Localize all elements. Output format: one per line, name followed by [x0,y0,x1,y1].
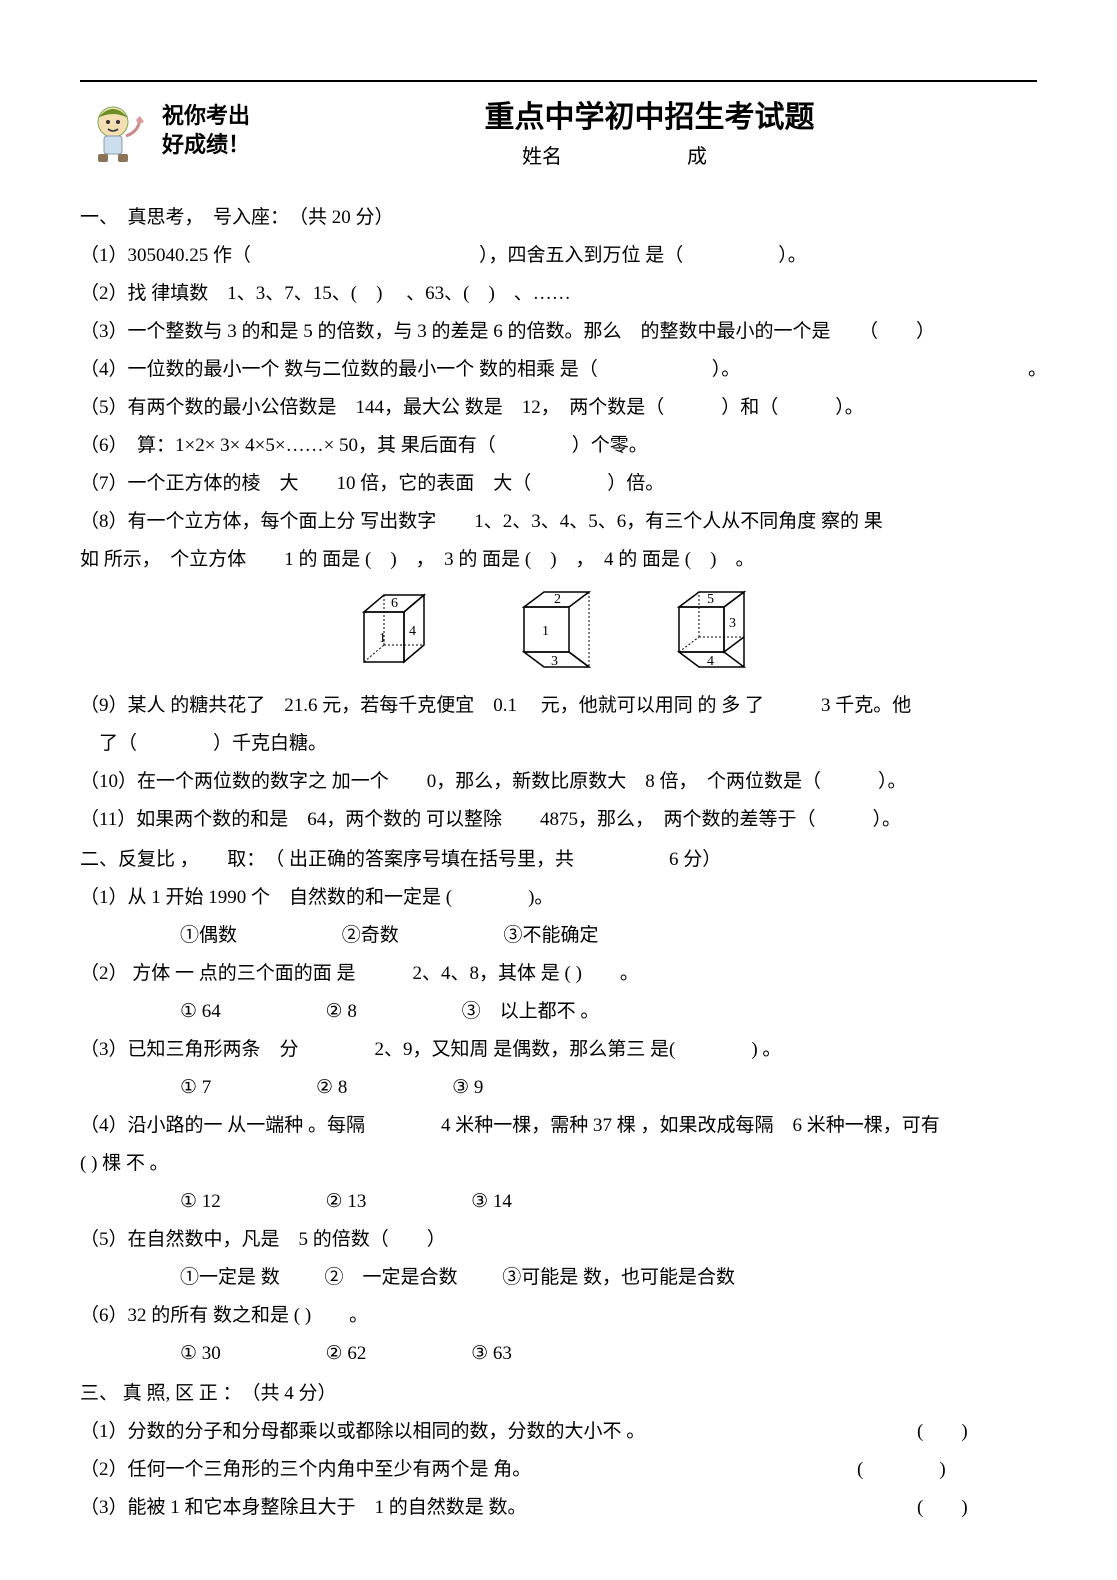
cube-c-top: 5 [707,592,714,607]
s2-q4-o2: ② 13 [326,1183,367,1221]
cube-c-bottom: 4 [707,654,714,669]
cube-a: 6 1 4 [349,587,449,677]
s2-q6-o2: ② 62 [326,1335,367,1373]
s1-q9: （9）某人 的糖共花了 21.6 元，若每千克便宜 0.1 元，他就可以用同 的… [80,687,1037,725]
s2-q4: （4）沿小路的一 从一端种 。每隔 4 米种一棵，需种 37 棵 ，如果改成每隔… [80,1107,1037,1145]
s2-q1: （1）从 1 开始 1990 个 自然数的和一定是 ( )。 [80,879,1037,917]
s1-q8b: 如 所示， 个立方体 1 的 面是 ( ) ， 3 的 面是 ( ) ， 4 的… [80,541,1037,579]
s3-q2: （2）任何一个三角形的三个内角中至少有两个是 角。 [80,1451,857,1489]
wish-line2: 好成绩！ [162,131,250,160]
cube-b-top: 2 [554,592,561,607]
s2-q3-o1: ① 7 [180,1069,211,1107]
wish-text: 祝你考出 好成绩！ [162,102,250,159]
s2-q6-o1: ① 30 [180,1335,221,1373]
s1-q3: （3）一个整数与 3 的和是 5 的倍数，与 3 的差是 6 的倍数。那么 的整… [80,321,935,342]
s2-q4-o3: ③ 14 [471,1183,512,1221]
s1-q3b: 。 [1028,351,1047,389]
s3-q3: （3）能被 1 和它本身整除且大于 1 的自然数是 数。 [80,1489,917,1527]
section-2-heading: 二、反复比 ， 取： （ 出正确的答案序号填在括号里，共 6 分） [80,841,1037,879]
cube-c: 5 3 4 [669,587,769,677]
section-3-heading: 三、 真 照, 区 正 ： （共 4 分） [80,1375,1037,1413]
s1-q11: （11）如果两个数的和是 64，两个数的 可以整除 4875，那么， 两个数的差… [80,801,1037,839]
s2-q5-o1: ①一定是 数 [180,1259,280,1297]
cube-b: 2 1 3 [509,587,609,677]
wish-line1: 祝你考出 [162,102,250,131]
s2-q5-o2: ② 一定是合数 [325,1259,458,1297]
s1-q4: （4）一位数的最小一个 数与二位数的最小一个 数的相乘 是（ ）。 [80,351,1037,389]
s2-q2: （2） 方体 一 点的三个面的面 是 2、4、8，其体 是 ( ) 。 [80,955,1037,993]
s2-q5: （5）在自然数中，凡是 5 的倍数（ ） [80,1221,1037,1259]
main-title: 重点中学初中招生考试题 [262,92,1037,136]
s2-q2-o1: ① 64 [180,993,221,1031]
s3-q2-paren: ( ) [857,1451,1037,1489]
cube-a-right: 4 [409,624,416,639]
s2-q3-o3: ③ 9 [452,1069,483,1107]
s3-q3-paren: ( ) [917,1489,1037,1527]
s2-q3: （3）已知三角形两条 分 2、9，又知周 是偶数，那么第三 是( ) 。 [80,1031,1037,1069]
cube-b-front: 1 [542,624,549,639]
cube-a-front: 1 [379,631,386,646]
s1-q6: （6） 算：1×2× 3× 4×5×……× 50，其 果后面有（ ）个零。 [80,427,1037,465]
s1-q8: （8）有一个立方体，每个面上分 写出数字 1、2、3、4、5、6，有三个人从不同… [80,503,1037,541]
s2-q4-o1: ① 12 [180,1183,221,1221]
s2-q5-o3: ③可能是 数，也可能是合数 [502,1259,735,1297]
s2-q4b: ( ) 棵 不 。 [80,1145,1037,1183]
name-label: 姓名 [522,140,562,169]
s1-q9b: 了（ ）千克白糖。 [80,725,1037,763]
s1-q5: （5）有两个数的最小公倍数是 144，最大公 数是 12， 两个数是（ ）和（ … [80,389,1037,427]
cube-a-top: 6 [391,596,398,611]
cube-c-right: 3 [729,616,736,631]
s3-q1-paren: ( ) [917,1413,1037,1451]
s1-q10: （10）在一个两位数的数字之 加一个 0，那么，新数比原数大 8 倍， 个两位数… [80,763,1037,801]
s2-q2-o3: ③ 以上都不 。 [462,993,600,1031]
cube-b-bottom: 3 [551,654,558,669]
s2-q6-o3: ③ 63 [471,1335,512,1373]
s2-q1-o3: ③不能确定 [504,917,599,955]
s1-q2: （2）找 律填数 1、3、7、15、( ) 、63、( ) 、…… [80,275,1037,313]
score-label: 成 [687,140,707,169]
cartoon-icon [80,96,150,166]
s2-q1-o1: ①偶数 [180,917,237,955]
s2-q1-o2: ②奇数 [342,917,399,955]
cubes-row: 6 1 4 2 1 3 [80,587,1037,677]
s1-q7: （7）一个正方体的棱 大 10 倍，它的表面 大（ ）倍。 [80,465,1037,503]
s1-q1: （1）305040.25 作（ ），四舍五入到万位 是（ ）。 [80,237,1037,275]
s2-q2-o2: ② 8 [326,993,357,1031]
s2-q3-o2: ② 8 [316,1069,347,1107]
s2-q6: （6）32 的所有 数之和是 ( ) 。 [80,1297,1037,1335]
s3-q1: （1）分数的分子和分母都乘以或都除以相同的数，分数的大小不 。 [80,1413,917,1451]
section-1-heading: 一、 真思考， 号入座： （共 20 分） [80,199,1037,237]
